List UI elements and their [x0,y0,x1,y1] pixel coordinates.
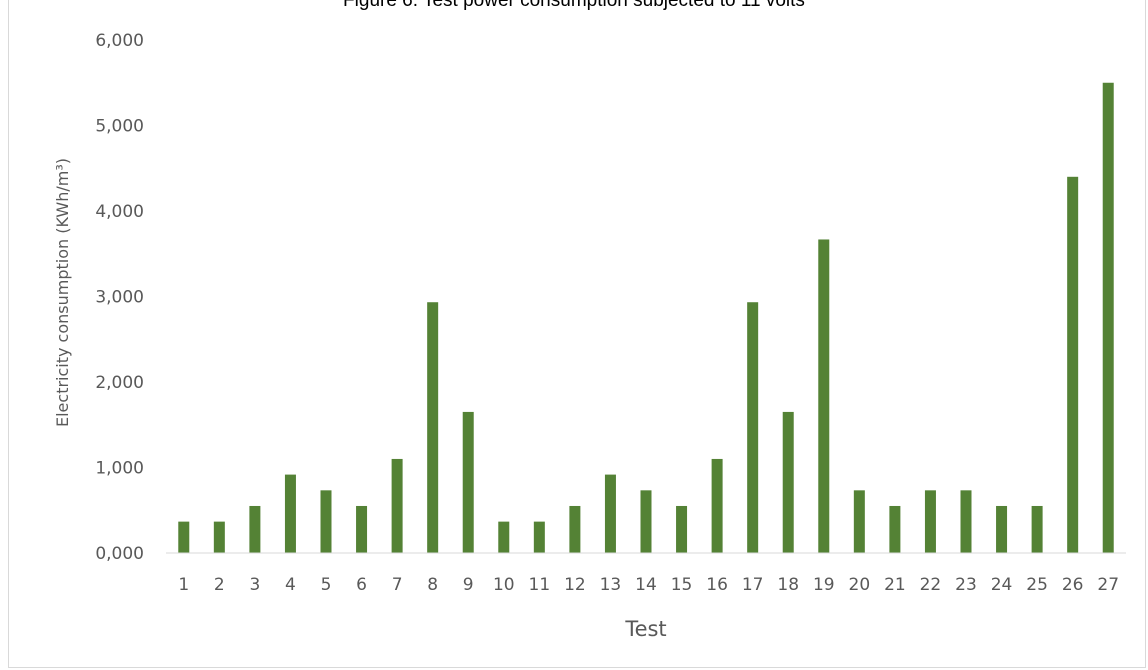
x-tick-label: 27 [1097,575,1119,595]
x-tick-label: 25 [1026,575,1048,595]
bar [960,490,972,553]
bar [818,239,830,553]
x-tick-label: 1 [178,575,189,595]
bar [427,302,439,553]
x-tick-label: 20 [849,575,871,595]
x-axis-ticks: 1 2 3 4 5 6 7 8 9 10 11 12 13 14 15 16 17 18 19 20 21 22 23 24 2… [178,575,1119,595]
y-tick-label: 3,000 [95,288,144,308]
bar [1067,176,1079,554]
x-tick-label: 22 [920,575,942,595]
bar [284,474,296,553]
bars [178,82,1114,554]
x-tick-label: 2 [214,575,225,595]
x-tick-label: 21 [884,575,906,595]
x-tick-label: 15 [671,575,693,595]
x-tick-label: 13 [600,575,622,595]
bar [924,490,936,553]
bar [996,505,1008,553]
x-tick-label: 8 [427,575,438,595]
x-tick-label: 12 [564,575,586,595]
x-tick-label: 11 [529,575,551,595]
x-tick-label: 18 [777,575,799,595]
y-axis-title: Electricity consumption (KWh/m³) [53,158,72,427]
bar [1031,505,1043,553]
bar [391,458,403,553]
x-tick-label: 7 [392,575,403,595]
bar [249,505,261,553]
y-tick-label: 6,000 [95,31,144,51]
y-tick-label: 2,000 [95,373,144,393]
bar [676,505,688,553]
x-tick-label: 26 [1062,575,1084,595]
y-axis-ticks: 0,000 1,000 2,000 3,000 4,000 5,000 6,000 [95,31,144,564]
x-tick-label: 10 [493,575,515,595]
x-tick-label: 9 [463,575,474,595]
x-tick-label: 24 [991,575,1013,595]
x-tick-label: 5 [321,575,332,595]
x-axis-title: Test [624,617,666,641]
bar [498,521,510,553]
chart-title: Figure 6. Test power consumption subject… [343,0,805,11]
x-tick-label: 4 [285,575,296,595]
x-tick-label: 19 [813,575,835,595]
bar [604,474,616,553]
bar [178,521,190,553]
x-tick-label: 23 [955,575,977,595]
x-tick-label: 14 [635,575,657,595]
bar [213,521,225,553]
bar [640,490,652,553]
y-tick-label: 5,000 [95,117,144,137]
bar [1102,82,1114,553]
bar [320,490,332,553]
bar [782,411,794,553]
y-tick-label: 1,000 [95,459,144,479]
y-tick-label: 4,000 [95,202,144,222]
y-tick-label: 0,000 [95,544,144,564]
bar [533,521,545,553]
bar [853,490,865,553]
bar [569,505,581,553]
x-tick-label: 3 [249,575,260,595]
x-tick-label: 17 [742,575,764,595]
bar [711,458,723,553]
bar [747,302,759,553]
bar [356,505,368,553]
x-tick-label: 16 [706,575,728,595]
bar [889,505,901,553]
x-tick-label: 6 [356,575,367,595]
bar [462,411,474,553]
chart-frame [8,0,1146,668]
